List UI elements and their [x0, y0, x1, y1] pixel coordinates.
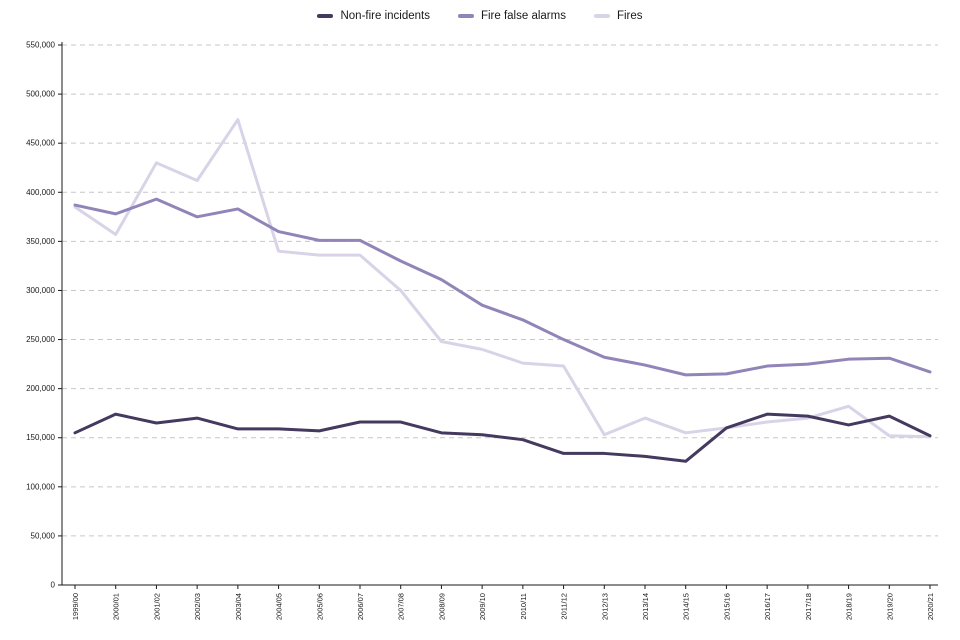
x-tick-label: 2000/01: [112, 593, 121, 620]
y-tick-label: 350,000: [26, 237, 55, 246]
series-line-fires: [73, 118, 932, 439]
y-tick-label: 250,000: [26, 335, 55, 344]
x-tick-label: 1999/00: [71, 593, 80, 620]
legend-swatch-fire-false-alarms: [457, 14, 474, 18]
y-tick-label: 450,000: [26, 139, 55, 148]
x-tick-label: 2001/02: [152, 593, 161, 620]
legend-item-non-fire-incidents: Non-fire incidents: [317, 10, 430, 22]
x-tick-label: 2005/06: [315, 593, 324, 620]
legend-label-fire-false-alarms: Fire false alarms: [480, 10, 566, 22]
x-tick-label: 2006/07: [356, 593, 365, 620]
x-tick-label: 2018/19: [845, 593, 854, 620]
x-tick-label: 2017/18: [804, 593, 813, 620]
x-tick-label: 2002/03: [193, 593, 202, 620]
x-tick-label: 2009/10: [478, 593, 487, 620]
legend-label-fires: Fires: [616, 10, 643, 22]
x-tick-label: 2019/20: [885, 593, 894, 620]
legend-swatch-fires: [593, 14, 610, 18]
y-tick-label: 500,000: [26, 90, 55, 99]
y-tick-label: 100,000: [26, 482, 55, 491]
y-tick-label: 50,000: [31, 531, 56, 540]
x-tick-label: 2013/14: [641, 593, 650, 620]
y-tick-label: 200,000: [26, 384, 55, 393]
x-tick-label: 2012/13: [600, 593, 609, 620]
legend-label-non-fire-incidents: Non-fire incidents: [340, 10, 430, 22]
series-line-fire-false-alarms: [73, 197, 932, 377]
chart-legend: Non-fire incidents Fire false alarms Fir…: [0, 10, 960, 22]
y-tick-label: 0: [51, 581, 56, 590]
legend-item-fire-false-alarms: Fire false alarms: [457, 10, 566, 22]
x-tick-label: 2004/05: [275, 593, 284, 620]
y-tick-label: 400,000: [26, 188, 55, 197]
legend-item-fires: Fires: [593, 10, 643, 22]
y-tick-label: 300,000: [26, 286, 55, 295]
legend-swatch-non-fire-incidents: [317, 14, 334, 18]
y-tick-label: 150,000: [26, 433, 55, 442]
x-tick-label: 2007/08: [397, 593, 406, 620]
x-tick-label: 2003/04: [234, 593, 243, 620]
x-tick-label: 2010/11: [519, 593, 528, 620]
x-tick-label: 2016/17: [763, 593, 772, 620]
x-tick-label: 2011/12: [560, 593, 569, 620]
x-tick-label: 2020/21: [926, 593, 935, 620]
x-tick-label: 2015/16: [722, 593, 731, 620]
y-tick-label: 550,000: [26, 41, 55, 50]
x-tick-label: 2014/15: [682, 593, 691, 620]
x-tick-label: 2008/09: [437, 593, 446, 620]
series-line-non-fire-incidents: [73, 412, 932, 463]
